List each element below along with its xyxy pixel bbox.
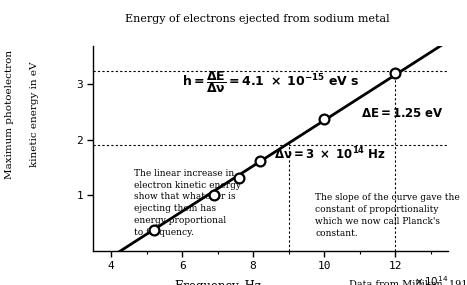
Text: Energy of electrons ejected from sodium metal: Energy of electrons ejected from sodium … bbox=[125, 14, 389, 24]
Point bbox=[150, 227, 157, 232]
Point bbox=[256, 159, 264, 163]
Text: Maximum photoelectron: Maximum photoelectron bbox=[5, 49, 14, 179]
Text: The slope of the curve gave the
constant of proportionality
which we now call Pl: The slope of the curve gave the constant… bbox=[315, 193, 460, 238]
Text: Data from Millikan, 1916: Data from Millikan, 1916 bbox=[349, 280, 467, 285]
Text: kinetic energy in eV: kinetic energy in eV bbox=[30, 61, 39, 167]
Text: $\mathbf{h = \dfrac{\Delta E}{\Delta\nu} = 4.1\ \times\ 10^{-15}\ eV\ s}$: $\mathbf{h = \dfrac{\Delta E}{\Delta\nu}… bbox=[182, 70, 360, 95]
Point bbox=[235, 175, 243, 180]
Text: Frequency, Hz: Frequency, Hz bbox=[175, 280, 261, 285]
Point bbox=[320, 117, 328, 121]
Text: $\times\,10^{14}$: $\times\,10^{14}$ bbox=[414, 274, 448, 285]
Text: The linear increase in
electron kinetic energy
show that whatever is
ejecting th: The linear increase in electron kinetic … bbox=[134, 169, 241, 237]
Point bbox=[210, 193, 218, 198]
Text: $\mathbf{\Delta\nu = 3\ \times\ 10^{14}\ Hz}$: $\mathbf{\Delta\nu = 3\ \times\ 10^{14}\… bbox=[275, 146, 386, 163]
Point bbox=[391, 71, 399, 76]
Text: $\mathbf{\Delta E = 1.25\ eV}$: $\mathbf{\Delta E = 1.25\ eV}$ bbox=[361, 107, 444, 120]
